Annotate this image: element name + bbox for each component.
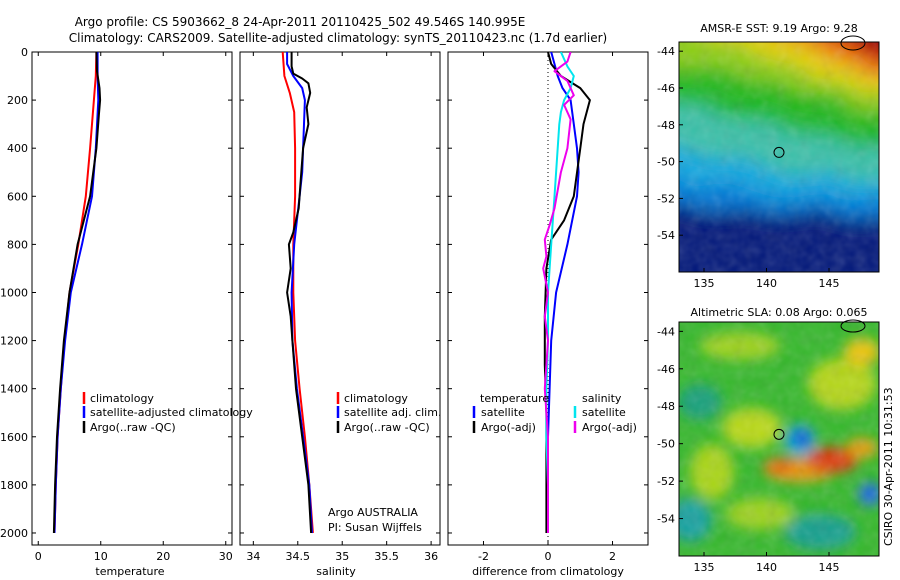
y-tick-label: 2000 [0, 527, 28, 540]
figure-title-line1: Argo profile: CS 5903662_8 24-Apr-2011 2… [75, 15, 526, 29]
y-tick-label: 1200 [0, 335, 28, 348]
y-tick-label: 400 [7, 142, 28, 155]
map-y-tick-label: -48 [657, 400, 675, 413]
sla-map-argo-marker [773, 428, 785, 440]
salinity-axes [239, 51, 441, 546]
temperature-xlabel: temperature [95, 565, 164, 578]
temperature-legend: climatology satellite-adjusted climatolo… [82, 392, 253, 434]
legend-title-salinity: salinity [582, 392, 622, 405]
legend-label-sal-argo: Argo(-adj) [582, 421, 637, 434]
map-x-tick-label: 135 [694, 277, 715, 290]
series-line-salinity-argo-adj [542, 52, 575, 533]
sla-map-coast-outline [840, 319, 866, 333]
legend-label-temp-argo: Argo(-adj) [481, 421, 536, 434]
temperature-ticks: 0 10 20 30 0 200 400 600 800 1000 1200 1400 1600 1800… [0, 46, 233, 563]
legend-label-argo: Argo(..raw -QC) [344, 421, 430, 434]
x-tick-label: 0 [35, 550, 42, 563]
x-tick-label: 30 [219, 550, 233, 563]
y-tick-label: 1800 [0, 479, 28, 492]
map-x-tick-label: 135 [694, 561, 715, 574]
map-y-tick-label: -46 [657, 82, 675, 95]
legend-label-temp-satellite: satellite [481, 406, 525, 419]
map-y-tick-label: -52 [657, 192, 675, 205]
x-tick-label: 34.5 [286, 550, 311, 563]
y-tick-label: 1600 [0, 431, 28, 444]
difference-xlabel: difference from climatology [472, 565, 624, 578]
y-tick-label: 600 [7, 190, 28, 203]
sst-map-title: AMSR-E SST: 9.19 Argo: 9.28 [700, 22, 858, 35]
sst-map-frame [678, 41, 880, 273]
map-y-tick-label: -44 [657, 325, 675, 338]
map-x-tick-label: 145 [819, 561, 840, 574]
y-tick-label: 200 [7, 94, 28, 107]
figure-title-line2: Climatology: CARS2009. Satellite-adjuste… [69, 31, 607, 45]
sla-map-frame [678, 321, 880, 557]
sst-map-ticks: 135 140 145 -44 -46 -48 -50 -52 -54 [657, 45, 839, 290]
map-y-tick-label: -44 [657, 45, 675, 58]
temperature-axes [31, 51, 233, 546]
legend-title-temperature: temperature [480, 392, 549, 405]
x-tick-label: -2 [478, 550, 489, 563]
temperature-series [52, 52, 102, 534]
side-timestamp: CSIRO 30-Apr-2011 10:31:53 [882, 387, 895, 546]
salinity-ticks: 34 34.5 35 35.5 36 [240, 51, 440, 563]
annotation-line2: PI: Susan Wijffels [328, 521, 422, 534]
difference-ticks: -2 0 2 [448, 51, 648, 563]
y-tick-label: 1000 [0, 286, 28, 299]
sst-map-argo-marker [773, 146, 785, 158]
sla-map-ticks: 135 140 145 -44 -46 -48 -50 -52 -54 [657, 325, 839, 574]
legend-label-sal-satellite: satellite [582, 406, 626, 419]
series-line-argo-raw-qc [52, 52, 102, 534]
map-y-tick-label: -50 [657, 156, 675, 169]
map-x-tick-label: 140 [756, 277, 777, 290]
x-tick-label: 35 [335, 550, 349, 563]
y-tick-label: 1400 [0, 383, 28, 396]
map-y-tick-label: -54 [657, 513, 675, 526]
difference-series [542, 52, 591, 533]
map-x-tick-label: 140 [756, 561, 777, 574]
x-tick-label: 0 [545, 550, 552, 563]
map-x-tick-label: 145 [819, 277, 840, 290]
difference-legend: temperature salinity satellite Argo(-adj… [472, 392, 637, 434]
x-tick-label: 36 [424, 550, 438, 563]
x-tick-label: 34 [246, 550, 260, 563]
salinity-legend: climatology satellite adj. clim. Argo(..… [336, 392, 441, 434]
sst-map-coast-outline [840, 35, 866, 51]
x-tick-label: 10 [94, 550, 108, 563]
series-line-temperature-satellite [547, 52, 580, 533]
salinity-xlabel: salinity [316, 565, 356, 578]
y-tick-label: 0 [21, 46, 28, 59]
x-tick-label: 2 [609, 550, 616, 563]
legend-label-satellite-adj: satellite adj. clim. [344, 406, 441, 419]
sla-map-title: Altimetric SLA: 0.08 Argo: 0.065 [690, 306, 867, 319]
legend-label-argo: Argo(..raw -QC) [90, 421, 176, 434]
map-y-tick-label: -50 [657, 438, 675, 451]
sst-heatmap [679, 42, 879, 272]
series-line-argo-raw-qc [286, 52, 313, 534]
annotation-line1: Argo AUSTRALIA [328, 506, 418, 519]
legend-label-satellite-adjusted: satellite-adjusted climatology [90, 406, 253, 419]
legend-label-climatology: climatology [344, 392, 408, 405]
map-y-tick-label: -46 [657, 363, 675, 376]
x-tick-label: 20 [156, 550, 170, 563]
salinity-series [281, 52, 314, 534]
map-y-tick-label: -52 [657, 475, 675, 488]
map-y-tick-label: -54 [657, 229, 675, 242]
x-tick-label: 35.5 [374, 550, 399, 563]
map-y-tick-label: -48 [657, 119, 675, 132]
legend-label-climatology: climatology [90, 392, 154, 405]
y-tick-label: 800 [7, 238, 28, 251]
sla-heatmap [679, 322, 879, 556]
